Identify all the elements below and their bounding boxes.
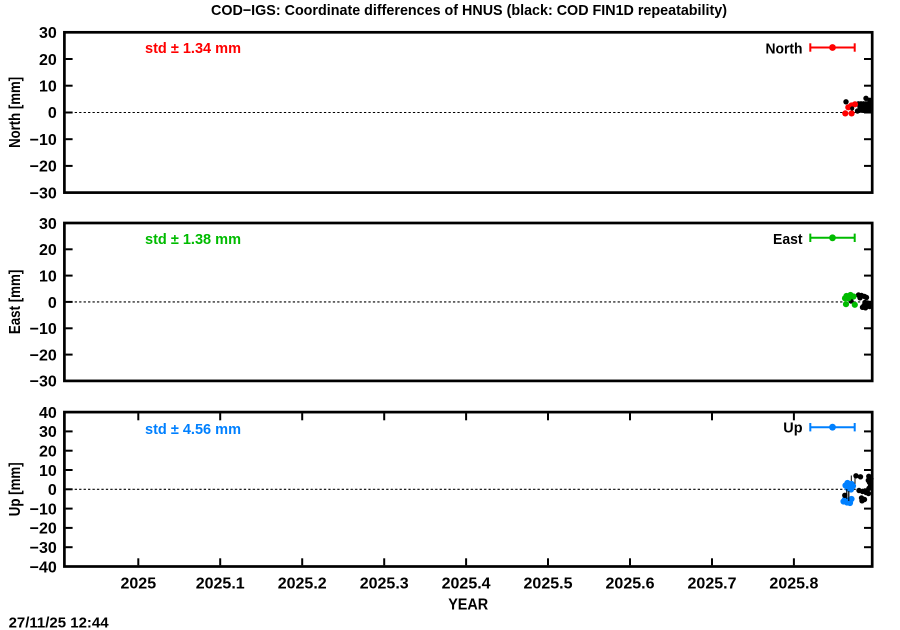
svg-text:10: 10: [39, 268, 57, 285]
svg-text:2025.4: 2025.4: [442, 575, 491, 592]
svg-text:−10: −10: [30, 321, 57, 338]
svg-text:−30: −30: [30, 185, 57, 202]
svg-text:std ± 1.34 mm: std ± 1.34 mm: [145, 40, 241, 57]
svg-text:30: 30: [39, 216, 57, 233]
svg-text:−10: −10: [30, 501, 57, 518]
svg-text:20: 20: [39, 444, 57, 461]
svg-text:2025.7: 2025.7: [688, 575, 737, 592]
svg-text:0: 0: [48, 482, 57, 499]
svg-text:−20: −20: [30, 521, 57, 538]
svg-text:2025: 2025: [121, 575, 157, 592]
svg-text:−10: −10: [30, 132, 57, 149]
svg-text:0: 0: [48, 105, 57, 122]
svg-text:2025.3: 2025.3: [360, 575, 409, 592]
svg-text:40: 40: [39, 405, 57, 422]
svg-text:2025.8: 2025.8: [769, 575, 818, 592]
svg-text:20: 20: [39, 242, 57, 259]
svg-text:30: 30: [39, 424, 57, 441]
svg-text:2025.1: 2025.1: [196, 575, 245, 592]
svg-text:East [mm]: East [mm]: [7, 270, 24, 335]
svg-text:−20: −20: [30, 347, 57, 364]
svg-text:0: 0: [48, 295, 57, 312]
svg-text:Up: Up: [783, 419, 802, 436]
svg-text:10: 10: [39, 463, 57, 480]
svg-text:−40: −40: [30, 559, 57, 576]
svg-text:2025.6: 2025.6: [606, 575, 655, 592]
svg-text:Up [mm]: Up [mm]: [7, 462, 24, 516]
svg-text:East: East: [773, 231, 803, 248]
svg-text:North: North: [766, 40, 803, 57]
svg-text:27/11/25 12:44: 27/11/25 12:44: [9, 615, 110, 630]
svg-text:2025.2: 2025.2: [278, 575, 327, 592]
svg-text:20: 20: [39, 52, 57, 69]
svg-text:−30: −30: [30, 374, 57, 391]
svg-text:std ± 4.56 mm: std ± 4.56 mm: [145, 421, 241, 438]
svg-text:YEAR: YEAR: [448, 597, 488, 614]
svg-text:North [mm]: North [mm]: [7, 77, 24, 148]
svg-text:−20: −20: [30, 159, 57, 176]
svg-text:COD−IGS: Coordinate difference: COD−IGS: Coordinate differences of HNUS …: [211, 2, 727, 19]
svg-text:30: 30: [39, 25, 57, 42]
svg-text:10: 10: [39, 79, 57, 96]
svg-text:−30: −30: [30, 540, 57, 557]
svg-text:2025.5: 2025.5: [524, 575, 573, 592]
svg-text:std ± 1.38 mm: std ± 1.38 mm: [145, 231, 241, 248]
